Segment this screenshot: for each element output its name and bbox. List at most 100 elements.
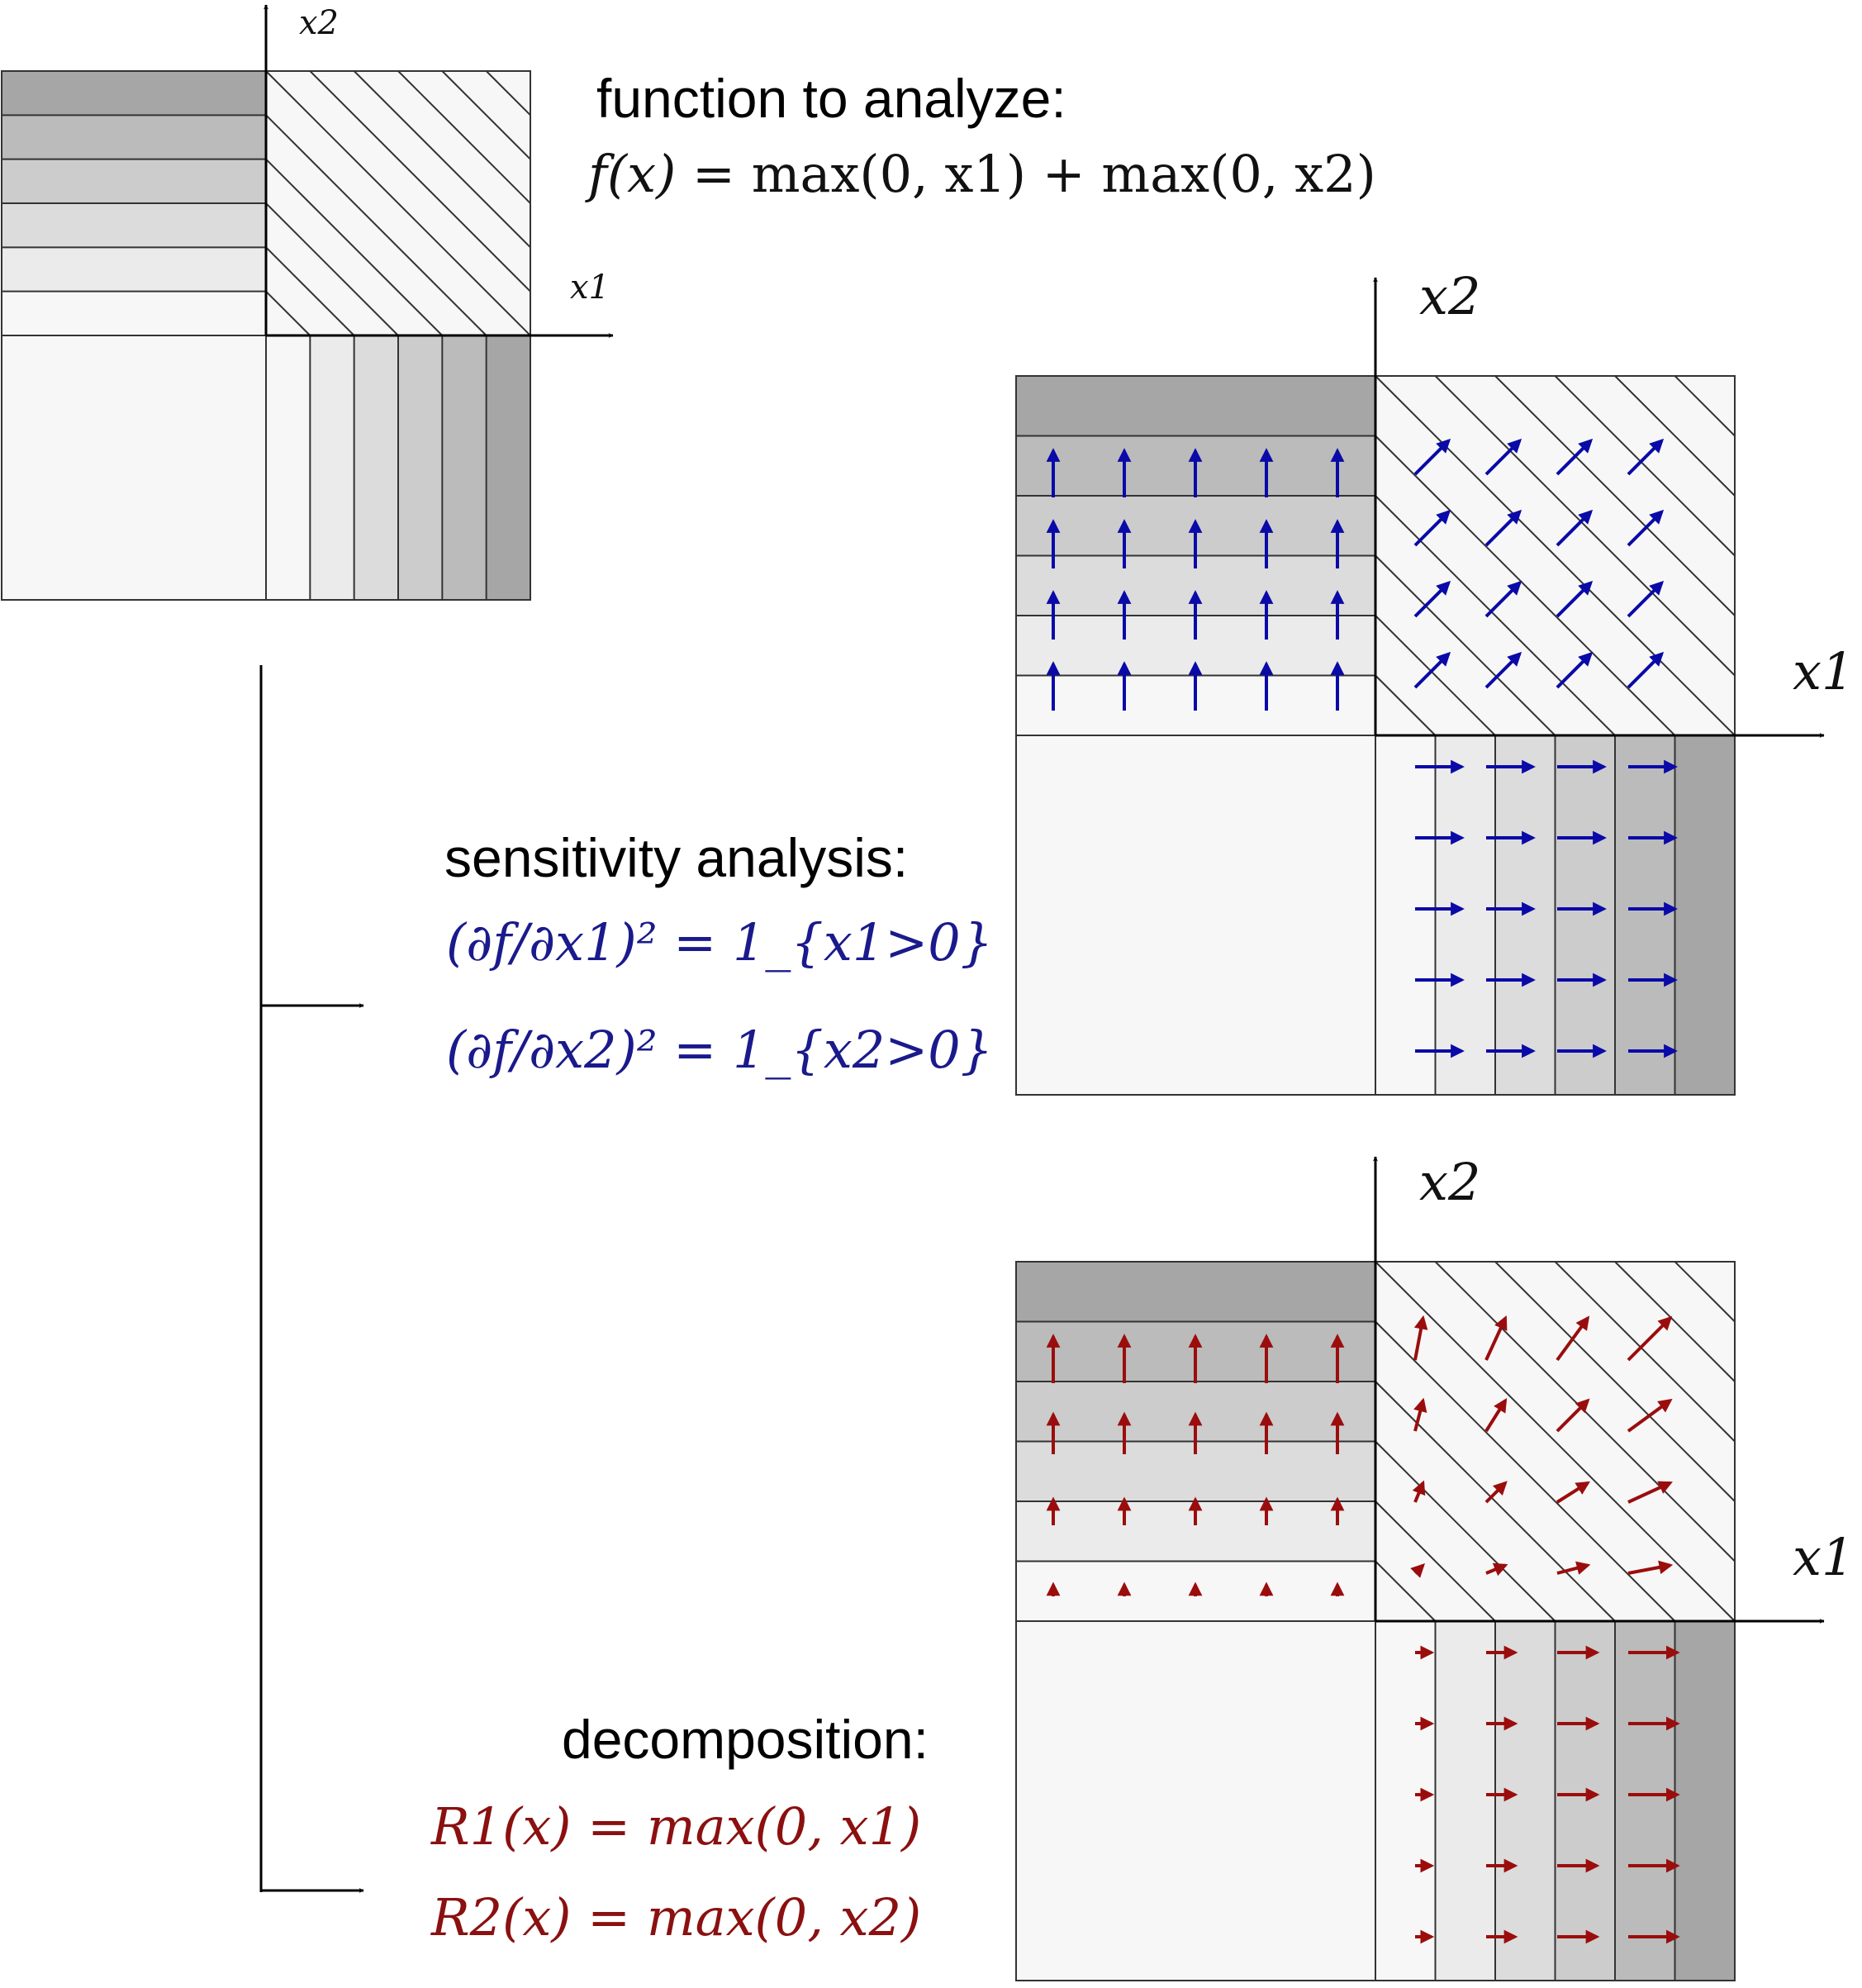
contour-line xyxy=(1375,1501,1496,1622)
contour-band xyxy=(1615,735,1675,1095)
contour-band xyxy=(266,335,311,600)
contour-band xyxy=(1375,735,1436,1095)
sensitivity-panel xyxy=(1015,277,1825,1096)
sensitivity-heading: sensitivity analysis: xyxy=(444,827,909,888)
formula-rhs: max(0, x1) + max(0, x2) xyxy=(751,144,1376,204)
axis-x1-text: x1 xyxy=(1793,641,1855,702)
contour-band xyxy=(2,115,266,159)
gradient-arrows xyxy=(1046,1315,1680,1944)
gradient-arrow xyxy=(1627,1315,1673,1362)
contour-band xyxy=(354,335,398,600)
gradient-arrow xyxy=(1556,1561,1591,1575)
contour-line xyxy=(1375,1320,1676,1622)
contour-band xyxy=(1435,1621,1495,1981)
sensitivity-formula-1: (∂f/∂x1)² = 1_{x1>0} xyxy=(446,912,994,973)
contour-band xyxy=(398,335,443,600)
gradient-arrow xyxy=(1484,1398,1508,1433)
decomposition-formula-2: R2(x) = max(0, x2) xyxy=(431,1887,922,1948)
contour-band xyxy=(1495,1621,1556,1981)
dec-axis-x2-label: x2 xyxy=(1419,1157,1480,1208)
contour-line xyxy=(265,114,487,336)
gradient-arrow xyxy=(1413,509,1451,547)
contour-line xyxy=(1375,1560,1437,1622)
decomposition-panel xyxy=(1015,1156,1825,1981)
contour-band xyxy=(1615,1621,1675,1981)
gradient-arrow xyxy=(1627,438,1665,476)
contour-line xyxy=(1375,1261,1736,1622)
sensitivity-formula-2: (∂f/∂x2)² = 1_{x2>0} xyxy=(446,1020,994,1080)
formula-lhs: f(x) xyxy=(588,144,677,204)
gradient-arrow xyxy=(1556,651,1594,689)
gradient-arrow xyxy=(1627,509,1665,547)
contour-line xyxy=(1375,1440,1556,1622)
contour-line xyxy=(265,290,311,336)
gradient-arrow xyxy=(1556,1481,1590,1504)
contour-line xyxy=(265,158,444,336)
contour-band xyxy=(1555,1621,1615,1981)
contour-line xyxy=(1614,375,1736,497)
top-axis-x1-label: x1 xyxy=(570,271,610,304)
contour-line xyxy=(1375,615,1496,736)
function-heading: function to analyze: xyxy=(596,68,1066,129)
gradient-arrow xyxy=(1556,1315,1590,1362)
gradient-arrow xyxy=(1413,580,1451,618)
contour-band xyxy=(1555,735,1615,1095)
gradient-arrow xyxy=(1413,438,1451,476)
contour-line xyxy=(1375,674,1437,736)
function-panel xyxy=(1,4,614,601)
top-axis-x2-label: x2 xyxy=(299,7,339,40)
function-formula: f(x) = max(0, x1) + max(0, x2) xyxy=(588,149,1376,200)
gradient-arrow xyxy=(1410,1562,1426,1578)
contour-line xyxy=(397,70,531,204)
gradient-arrow xyxy=(1627,1398,1673,1433)
contour-line xyxy=(265,70,531,336)
contour-line xyxy=(1375,495,1616,736)
contour-line xyxy=(1554,1261,1736,1443)
contour-band xyxy=(486,335,530,600)
gradient-arrow xyxy=(1413,1397,1427,1432)
contour-band xyxy=(1674,735,1735,1095)
dec-axis-x1-label: x1 xyxy=(1793,1532,1854,1583)
gradient-arrow xyxy=(1556,438,1594,476)
contour-band xyxy=(1375,1621,1436,1981)
contour-line xyxy=(1614,1261,1736,1382)
contour-band xyxy=(1495,735,1556,1095)
gradient-arrow xyxy=(1484,651,1522,689)
gradient-arrow xyxy=(1484,580,1522,618)
decomposition-formula-1: R1(x) = max(0, x1) xyxy=(431,1796,922,1857)
axis-x1-text: x1 xyxy=(570,269,610,307)
contour-band xyxy=(2,203,266,248)
gradient-arrow xyxy=(1556,1398,1590,1433)
contour-line xyxy=(1375,375,1736,736)
contour-line xyxy=(1375,554,1556,736)
contour-band xyxy=(1674,1621,1735,1981)
gradient-arrow xyxy=(1485,1562,1508,1577)
contour-line xyxy=(1494,375,1736,616)
axis-x2-text: x2 xyxy=(1419,266,1481,326)
contour-band xyxy=(442,335,487,600)
contour-line xyxy=(485,70,531,117)
axis-x2-text: x2 xyxy=(299,4,340,42)
flow-connector xyxy=(259,665,364,1893)
contour-band xyxy=(1016,1262,1375,1322)
contour-band xyxy=(2,159,266,203)
gradient-arrow xyxy=(1484,438,1522,476)
contour-band xyxy=(2,71,266,116)
gradient-arrow xyxy=(1484,1315,1508,1361)
contour-line xyxy=(441,70,531,160)
contour-band xyxy=(2,247,266,292)
contour-band xyxy=(2,291,266,335)
contour-line xyxy=(1554,375,1736,557)
gradient-arrows xyxy=(1046,438,1678,1058)
contour-line xyxy=(1494,1261,1736,1502)
gradient-arrow xyxy=(1484,1481,1508,1504)
contour-line xyxy=(1674,375,1736,437)
contour-line xyxy=(1375,435,1676,736)
contour-line xyxy=(265,202,399,336)
decomposition-heading: decomposition: xyxy=(562,1709,929,1770)
gradient-arrow xyxy=(1556,580,1594,618)
formula-equals: = xyxy=(692,144,735,204)
axis-x1-text: x1 xyxy=(1793,1527,1855,1587)
contour-line xyxy=(1674,1261,1736,1323)
